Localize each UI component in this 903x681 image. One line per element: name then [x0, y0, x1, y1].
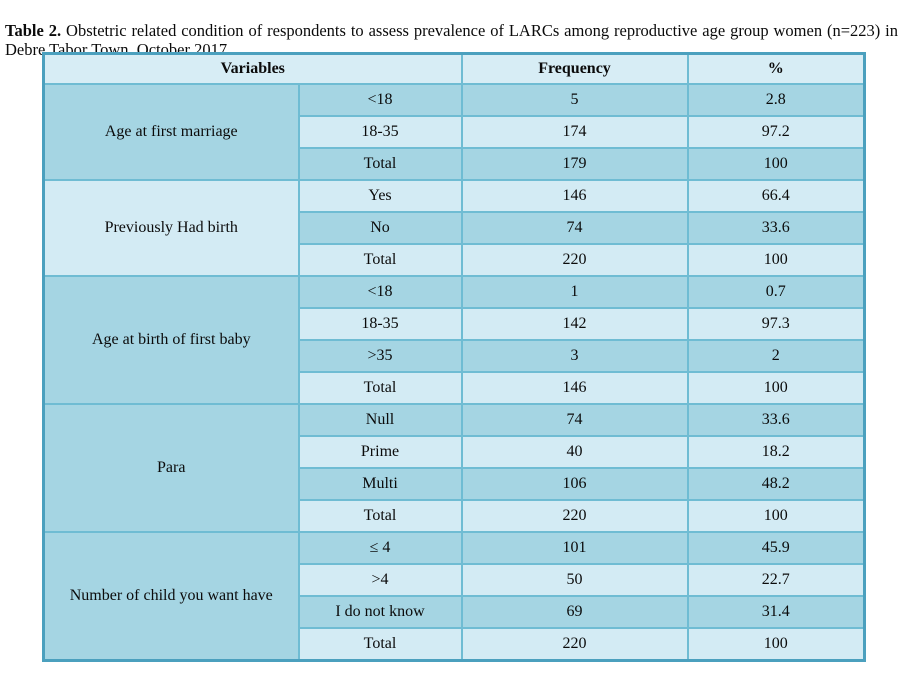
variable-cell: Number of child you want have [42, 531, 300, 662]
table-row: Total 220 100 [44, 627, 866, 662]
percent-cell: 33.6 [686, 403, 866, 437]
frequency-cell: 1 [460, 275, 689, 309]
category-cell: ≤ 4 [297, 531, 463, 565]
frequency-cell: 5 [460, 83, 689, 117]
category-cell: Null [297, 403, 463, 437]
variable-cell: Age at birth of first baby [42, 275, 300, 405]
table-row: Total 220 100 [44, 499, 866, 533]
obstetric-table-container: Variables Frequency % Age at first marri… [42, 52, 866, 662]
col-header-frequency: Frequency [460, 52, 689, 85]
frequency-cell: 74 [460, 211, 689, 245]
frequency-cell: 220 [460, 243, 689, 277]
category-cell: I do not know [297, 595, 463, 629]
frequency-cell: 146 [460, 179, 689, 213]
percent-cell: 66.4 [686, 179, 866, 213]
percent-cell: 97.2 [686, 115, 866, 149]
variable-cell: Para [42, 403, 300, 533]
frequency-cell: 101 [460, 531, 689, 565]
category-cell: 18-35 [297, 307, 463, 341]
variable-cell: Age at first marriage [42, 83, 300, 181]
category-cell: Total [297, 499, 463, 533]
table-row: Total 146 100 [44, 371, 866, 405]
frequency-cell: 40 [460, 435, 689, 469]
percent-cell: 2.8 [686, 83, 866, 117]
table-row: Total 220 100 [44, 243, 866, 277]
percent-cell: 100 [686, 147, 866, 181]
category-cell: Multi [297, 467, 463, 501]
category-cell: 18-35 [297, 115, 463, 149]
frequency-cell: 50 [460, 563, 689, 597]
frequency-cell: 220 [460, 499, 689, 533]
frequency-cell: 74 [460, 403, 689, 437]
table-row: Age at birth of first baby <18 1 0.7 [42, 275, 866, 405]
table-row: 18-35 142 97.3 [44, 307, 866, 341]
percent-cell: 100 [686, 371, 866, 405]
category-cell: Prime [297, 435, 463, 469]
frequency-cell: 174 [460, 115, 689, 149]
table-row: Number of child you want have ≤ 4 101 45… [42, 531, 866, 662]
percent-cell: 22.7 [686, 563, 866, 597]
frequency-cell: 220 [460, 627, 689, 662]
header-row: Variables Frequency % [42, 52, 866, 85]
table-row: No 74 33.6 [44, 211, 866, 245]
category-cell: Total [297, 243, 463, 277]
table-caption-label: Table 2. [5, 20, 62, 40]
obstetric-condition-table: Variables Frequency % Age at first marri… [42, 52, 866, 662]
percent-cell: 100 [686, 627, 866, 662]
frequency-cell: 142 [460, 307, 689, 341]
category-cell: >35 [297, 339, 463, 373]
category-cell: <18 [297, 83, 463, 117]
percent-cell: 0.7 [686, 275, 866, 309]
percent-cell: 45.9 [686, 531, 866, 565]
variable-cell: Previously Had birth [42, 179, 300, 277]
frequency-cell: 69 [460, 595, 689, 629]
percent-cell: 100 [686, 499, 866, 533]
frequency-cell: 179 [460, 147, 689, 181]
percent-cell: 33.6 [686, 211, 866, 245]
table-row: Prime 40 18.2 [44, 435, 866, 469]
table-row: Total 179 100 [44, 147, 866, 181]
category-cell: Total [297, 627, 463, 662]
percent-cell: 48.2 [686, 467, 866, 501]
category-cell: Total [297, 371, 463, 405]
table-row: Para Null 74 33.6 [42, 403, 866, 533]
table-row: >4 50 22.7 [44, 563, 866, 597]
frequency-cell: 146 [460, 371, 689, 405]
col-header-variables: Variables [42, 52, 463, 85]
percent-cell: 97.3 [686, 307, 866, 341]
percent-cell: 31.4 [686, 595, 866, 629]
table-row: Previously Had birth Yes 146 66.4 [42, 179, 866, 277]
category-cell: Yes [297, 179, 463, 213]
table-row: I do not know 69 31.4 [44, 595, 866, 629]
frequency-cell: 3 [460, 339, 689, 373]
table-row: 18-35 174 97.2 [44, 115, 866, 149]
percent-cell: 2 [686, 339, 866, 373]
category-cell: >4 [297, 563, 463, 597]
category-cell: <18 [297, 275, 463, 309]
table-row: Multi 106 48.2 [44, 467, 866, 501]
category-cell: No [297, 211, 463, 245]
col-header-percent: % [686, 52, 866, 85]
frequency-cell: 106 [460, 467, 689, 501]
category-cell: Total [297, 147, 463, 181]
table-row: >35 3 2 [44, 339, 866, 373]
table-row: Age at first marriage <18 5 2.8 [42, 83, 866, 181]
percent-cell: 18.2 [686, 435, 866, 469]
percent-cell: 100 [686, 243, 866, 277]
